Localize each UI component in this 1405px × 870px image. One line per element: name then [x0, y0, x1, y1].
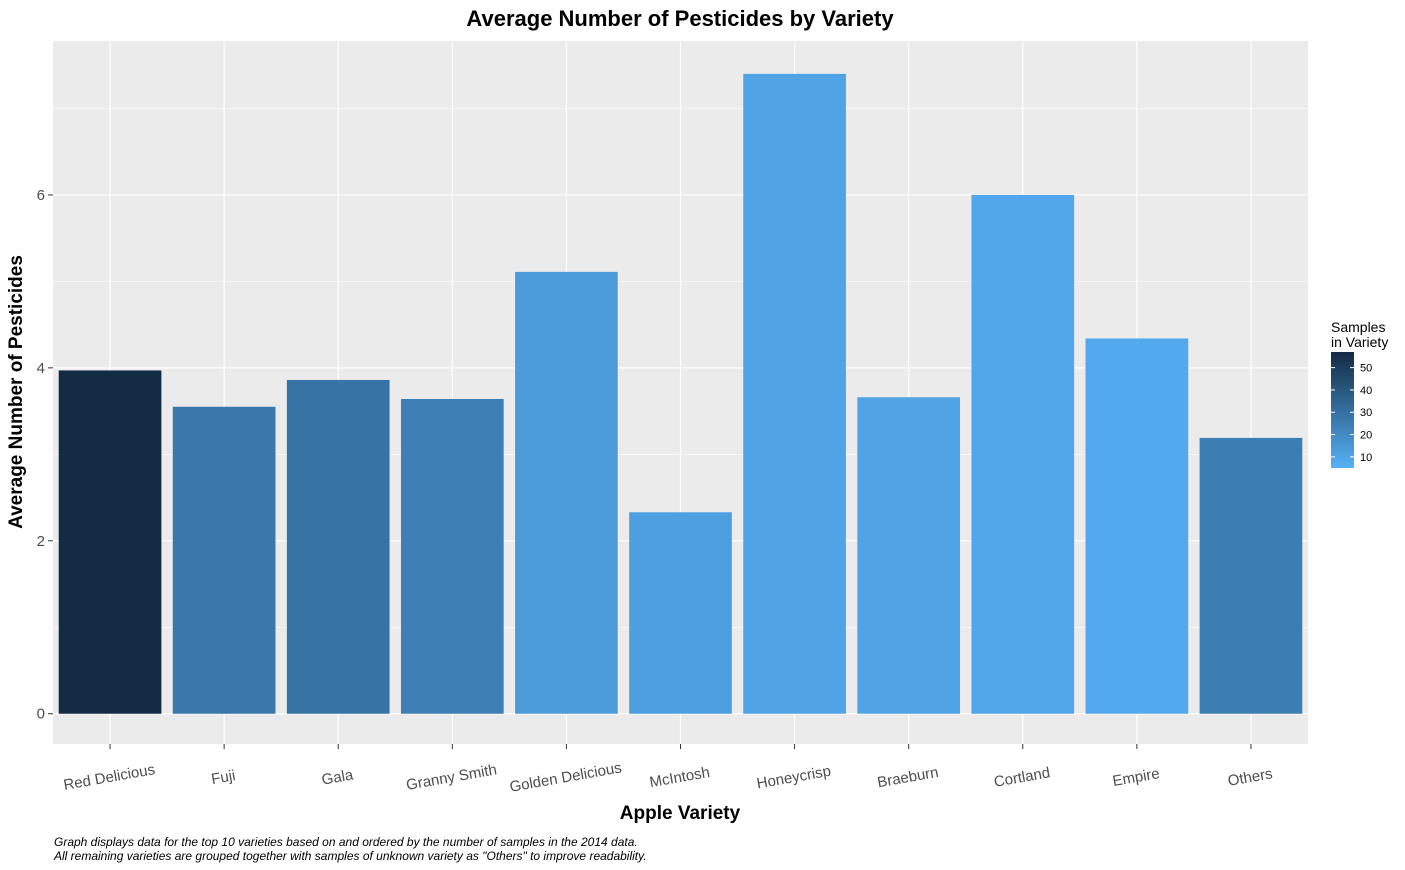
x-tick-label: Red Delicious	[62, 761, 156, 794]
x-tick-label: Golden Delicious	[508, 759, 623, 795]
legend-color-bar	[1331, 352, 1354, 468]
bar-honeycrisp	[743, 73, 846, 714]
bar-others	[1199, 437, 1303, 714]
bar-empire	[1085, 338, 1189, 714]
y-tick-label: 0	[37, 706, 45, 723]
x-tick-label: Cortland	[993, 764, 1052, 791]
legend-title-line2: in Variety	[1331, 334, 1388, 350]
x-tick-label: Others	[1227, 765, 1274, 790]
legend-ticks: 10 20 30 40 50	[1331, 363, 1372, 464]
legend: Samples in Variety 10 20 30 40 50	[1331, 319, 1388, 468]
chart-title: Average Number of Pesticides by Variety	[466, 6, 894, 31]
bar-golden-delicious	[515, 271, 618, 714]
legend-label: 20	[1360, 430, 1372, 442]
y-tick-label: 4	[37, 360, 45, 377]
x-tick-label: Braeburn	[876, 764, 940, 791]
legend-label: 30	[1360, 407, 1372, 419]
x-axis: Red Delicious Fuji Gala Granny Smith Golden …	[62, 744, 1274, 796]
legend-title-line1: Samples	[1331, 319, 1385, 335]
bar-braeburn	[857, 397, 961, 714]
legend-label: 40	[1360, 385, 1372, 397]
y-axis-title: Average Number of Pesticides	[6, 255, 27, 529]
legend-label: 10	[1360, 452, 1372, 464]
legend-label: 50	[1360, 363, 1372, 375]
x-tick-label: McIntosh	[648, 764, 711, 791]
bar-fuji	[172, 406, 276, 714]
x-tick-label: Granny Smith	[405, 761, 498, 794]
bar-cortland	[971, 194, 1075, 714]
x-tick-label: Empire	[1111, 765, 1161, 790]
x-axis-title: Apple Variety	[620, 803, 741, 824]
bar-gala	[286, 379, 390, 714]
bar-red-delicious	[58, 370, 162, 714]
y-tick-label: 2	[37, 533, 45, 550]
x-tick-label: Honeycrisp	[755, 763, 832, 793]
y-tick-label: 6	[37, 187, 45, 204]
bars	[58, 73, 1303, 714]
bar-mcintosh	[629, 512, 732, 714]
x-tick-label: Gala	[320, 766, 355, 788]
caption-line-1: Graph displays data for the top 10 varie…	[54, 835, 638, 849]
x-tick-label: Fuji	[210, 767, 237, 788]
y-axis: 0 2 4 6	[37, 187, 53, 723]
bar-granny-smith	[400, 398, 504, 714]
caption-line-2: All remaining varieties are grouped toge…	[53, 849, 647, 863]
